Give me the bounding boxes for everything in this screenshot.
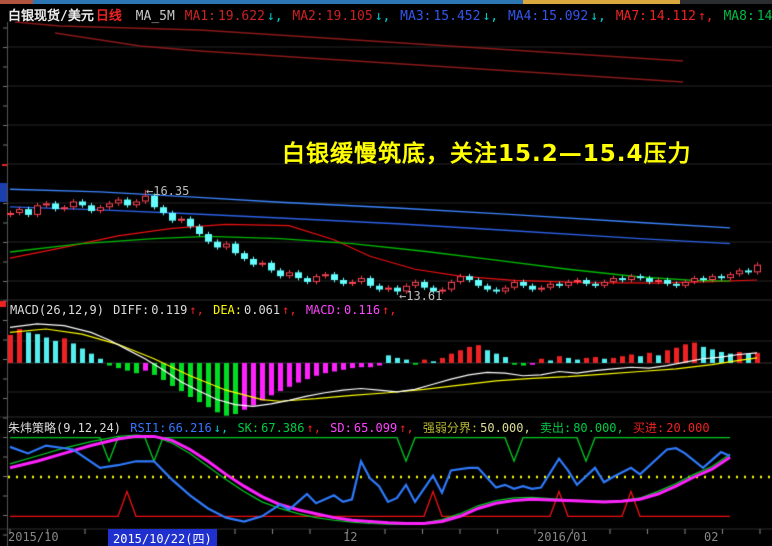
ma8-label: MA8: [723, 9, 755, 24]
top-strip-segment-2 [523, 0, 680, 4]
sell-level-label: 卖出: [539, 421, 572, 435]
diff-label: DIFF: [113, 303, 150, 317]
divide-level-value: 50.000, [480, 421, 531, 435]
ma1-down-arrow-icon: ↓, [266, 9, 283, 24]
sd-label: SD: [330, 421, 352, 435]
divide-level-label: 强弱分界: [422, 421, 479, 435]
time-axis[interactable]: 2015/10 2015/10/22(四) 12 2016/01 02 [0, 529, 772, 546]
selected-date-box: 2015/10/22(四) [108, 529, 217, 546]
axis-label-2016-01: 2016/01 [537, 530, 588, 544]
macd-indicator-name[interactable]: MACD(26,12,9) [10, 303, 104, 317]
ma2-down-arrow-icon: ↓, [374, 9, 391, 24]
rsi1-label: RSI1: [130, 421, 167, 435]
peak-price-label: ←16.35 [146, 184, 190, 198]
ma-indicator-name: MA_5M [135, 9, 175, 24]
sk-label: SK: [237, 421, 260, 435]
diff-up-arrow-icon: ↑, [189, 303, 204, 317]
macd-label: MACD: [305, 303, 342, 317]
top-strip-segment-0 [0, 0, 33, 4]
ma3-label: MA3: [400, 9, 432, 24]
axis-label-02: 02 [704, 530, 719, 544]
ma4-down-arrow-icon: ↓, [590, 9, 606, 24]
ma3-value: 15.452 [433, 9, 481, 24]
symbol-name: 白银现货/美元 [8, 9, 94, 24]
dea-up-arrow-icon: ↑, [282, 303, 297, 317]
ma4-label: MA4: [507, 9, 540, 24]
top-strip-segment-1 [33, 0, 523, 4]
analyst-annotation: 白银缓慢筑底，关注15.2—15.4压力 [282, 141, 692, 167]
buy-level-label: 买进: [633, 421, 665, 435]
chart-title-bar: 白银现货/美元 日线 MA_5M MA1: 19.622 ↓, MA2: 19.105 ↓… [8, 5, 772, 24]
ma3-down-arrow-icon: ↓, [482, 9, 499, 24]
sk-up-arrow-icon: ↑, [306, 421, 321, 435]
ma7-value: 14.112 [649, 9, 696, 24]
strategy-indicator-name[interactable]: 朱炜策略(9,12,24) [8, 421, 122, 435]
ma1-value: 19.622 [217, 9, 265, 24]
sd-up-arrow-icon: ↑, [399, 421, 414, 435]
ma7-up-arrow-icon: ↑, [697, 9, 714, 24]
top-strip-segment-3 [680, 0, 772, 4]
sell-level-value: 80.000, [573, 421, 624, 435]
sk-value: 67.386 [261, 421, 305, 435]
ma1-label: MA1: [184, 9, 216, 24]
ma2-label: MA2: [292, 9, 324, 24]
axis-label-12: 12 [343, 530, 358, 544]
buy-level-value: 20.000 [666, 421, 710, 435]
ma2-value: 19.105 [325, 9, 373, 24]
axis-label-2015-10: 2015/10 [8, 530, 59, 544]
period-label[interactable]: 日线 [95, 9, 122, 24]
ma8-value: 14.126 [756, 9, 772, 24]
macd-up-arrow-icon: ↑, [382, 303, 397, 317]
ma4-value: 15.092 [541, 9, 589, 24]
diff-value: 0.119 [151, 303, 188, 317]
sd-value: 65.099 [353, 421, 398, 435]
dea-value: 0.061 [244, 303, 281, 317]
dea-label: DEA: [213, 303, 242, 317]
macd-value: 0.116 [343, 303, 381, 317]
rsi1-value: 66.216 [168, 421, 212, 435]
ma7-label: MA7: [615, 9, 648, 24]
strategy-header: 朱炜策略(9,12,24) RSI1: 66.216 ↓, SK: 67.386 ↑, … [8, 419, 712, 436]
macd-header: MACD(26,12,9) DIFF: 0.119 ↑, DEA: 0.061 ↑, M… [10, 303, 399, 317]
trough-price-label: ←13.61 [399, 289, 443, 303]
rsi1-down-arrow-icon: ↓, [213, 421, 229, 435]
